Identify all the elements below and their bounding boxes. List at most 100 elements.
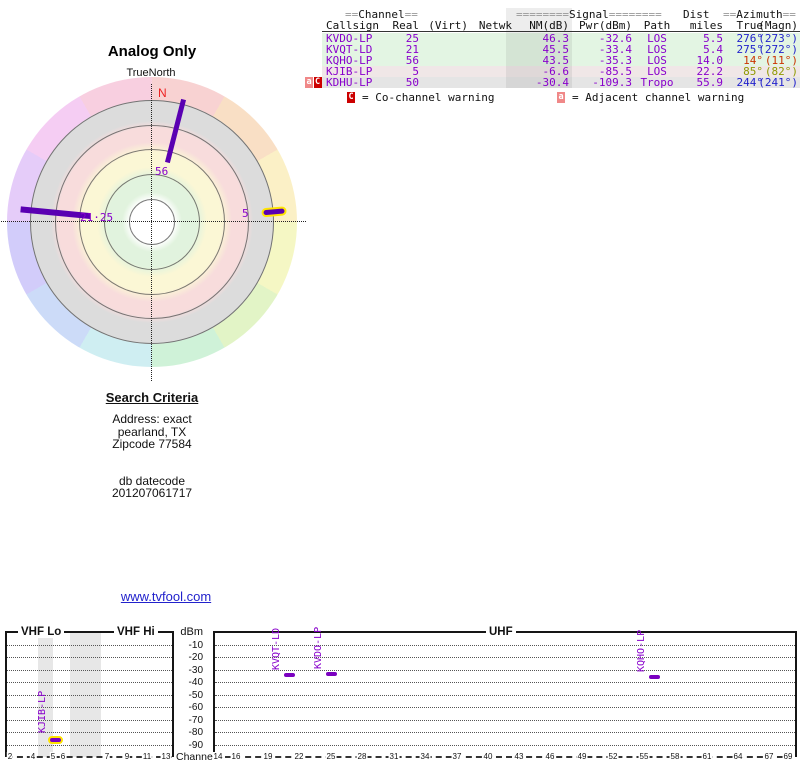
column-header-callsign: Callsign: [326, 19, 379, 32]
station-label: KJIB-LP: [37, 690, 48, 733]
dbm-tick-label: -40: [188, 677, 203, 688]
db-datecode-value: 201207061717: [111, 486, 193, 500]
cell-callsign: KVDO-LP: [326, 32, 373, 45]
channel-tick-label: 67: [763, 752, 775, 761]
vhf-lo-label: VHF Lo: [18, 626, 65, 638]
gridline: [215, 719, 795, 721]
page-title: Analog Only: [107, 43, 197, 60]
channel-tick-label: 58: [669, 752, 681, 761]
dbm-tick-label: -60: [188, 702, 203, 713]
column-header-netwk: Netwk: [478, 19, 512, 32]
legend-text: = Adjacent channel warning: [572, 91, 745, 104]
signal-spoke: [261, 205, 287, 217]
spoke-channel-label: 21·25: [80, 211, 114, 224]
gridline: [215, 732, 795, 733]
cell-magn: (11°): [764, 54, 798, 67]
gridline: [215, 682, 795, 683]
table-row-text: KVDO-LP 25 46.3 -32.6 LOS 5.5 276° (273°): [322, 33, 800, 44]
channel-tick-label: 13: [160, 752, 172, 761]
table-header-group: ========Signal========: [516, 8, 662, 21]
gridline: [215, 644, 795, 646]
cell-nm: 45.5: [542, 43, 570, 56]
cell-callsign: KDHU-LP: [326, 76, 373, 89]
vhf-panel: [5, 631, 174, 757]
cell-nm: -30.4: [535, 76, 569, 89]
cell-magn: (273°): [758, 32, 798, 45]
column-header-true: True: [736, 19, 764, 32]
channel-axis-title: Channel: [176, 751, 216, 763]
cell-callsign: KJIB-LP: [326, 65, 373, 78]
cell-magn: (272°): [758, 43, 798, 56]
cell-real: 56: [405, 54, 419, 67]
station-marker: [47, 735, 63, 744]
uhf-axis-line: [215, 756, 793, 758]
gridline: [215, 657, 795, 658]
channel-tick-label: 28: [356, 752, 368, 761]
polar-plot: 56 21·25 5 N: [0, 72, 306, 381]
search-criteria-heading: Search Criteria: [105, 390, 199, 405]
dbm-tick-label: -70: [188, 714, 203, 726]
search-criteria-line: Address: exact: [112, 412, 192, 426]
channel-tick-label: 11: [141, 752, 153, 761]
gridline: [7, 669, 172, 671]
dbm-tick-label: -50: [188, 689, 203, 701]
tvfool-link[interactable]: www.tvfool.com: [120, 589, 212, 604]
station-marker: [325, 671, 337, 676]
channel-tick-label: 37: [451, 752, 463, 761]
gridline: [215, 744, 795, 746]
cell-nm: 46.3: [542, 32, 570, 45]
gridline: [7, 719, 172, 721]
gridline: [7, 707, 172, 708]
table-header-row: Callsign Real (Virt) Netwk NM(dB) Pwr(dBm) Pat…: [322, 20, 800, 32]
cell-true: 14°: [743, 54, 763, 67]
channel-tick-label: 9: [123, 752, 131, 761]
table-row: [322, 33, 800, 44]
cell-miles: 5.5: [703, 32, 723, 45]
channel-tick-label: 52: [607, 752, 619, 761]
dbm-tick-label: -10: [188, 639, 203, 651]
station-label: KVQT-LD: [271, 627, 282, 670]
channel-tick-label: 40: [482, 752, 494, 761]
station-label: KVDO-LP: [313, 626, 324, 669]
channel-tick-label: 43: [513, 752, 525, 761]
cell-miles: 5.4: [703, 43, 723, 56]
column-header-real: Real: [392, 19, 420, 32]
table-header-group: ==Azimuth==: [723, 8, 796, 21]
cell-true: 275°: [736, 43, 764, 56]
cell-magn: (82°): [764, 65, 798, 78]
channel-tick-label: 69: [782, 752, 794, 761]
dbm-tick-label: -30: [188, 664, 203, 676]
search-criteria-line: pearland, TX: [117, 425, 187, 439]
cell-real: 21: [405, 43, 419, 56]
gridline: [7, 694, 172, 696]
channel-tick-label: 4: [29, 752, 37, 761]
cell-path: LOS: [647, 32, 667, 45]
cell-path: LOS: [647, 43, 667, 56]
gridline: [7, 644, 172, 646]
cell-true: 85°: [743, 65, 763, 78]
cell-true: 276°: [736, 32, 764, 45]
cell-miles: 14.0: [696, 54, 724, 67]
table-row: [322, 44, 800, 55]
ring-outline: [30, 100, 274, 344]
table-row: [322, 66, 800, 77]
cell-miles: 55.9: [696, 76, 724, 89]
station-label: KQHO-LP: [636, 629, 647, 673]
channel-tick-label: 6: [59, 752, 67, 761]
north-marker: N: [158, 86, 167, 100]
station-marker: [648, 675, 660, 680]
gridline: [215, 669, 795, 671]
dbm-axis-title: dBm: [180, 626, 203, 638]
channel-tick-label: 7: [103, 752, 111, 761]
gridline: [7, 682, 172, 683]
channel-tick-label: 19: [262, 752, 274, 761]
column-header-virt: (Virt): [428, 19, 468, 32]
cell-miles: 22.2: [696, 65, 724, 78]
channel-tick-label: 34: [419, 752, 431, 761]
dbm-tick-label: -20: [188, 652, 203, 663]
channel-tick-label: 5: [49, 752, 57, 761]
gridline: [7, 657, 172, 658]
column-header-magn: (Magn): [758, 19, 798, 32]
crosshair-horizontal: [0, 221, 306, 222]
search-criteria-line: Zipcode 77584: [112, 437, 192, 451]
